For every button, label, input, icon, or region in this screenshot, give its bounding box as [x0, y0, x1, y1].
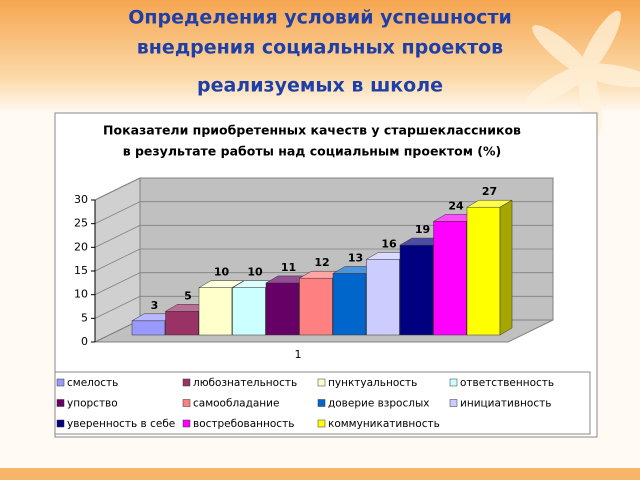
legend-swatch: [56, 399, 65, 407]
legend-swatch: [317, 399, 326, 407]
legend-swatch: [449, 399, 458, 407]
legend-label: самообладание: [193, 398, 279, 410]
legend-swatch: [56, 378, 65, 387]
legend-swatch: [317, 378, 326, 387]
chart-title: Показатели приобретенных качеств у старш…: [103, 123, 521, 159]
bar-front: [131, 320, 166, 336]
data-label: 19: [415, 223, 430, 236]
bar-front: [399, 244, 434, 336]
data-label: 11: [281, 261, 296, 274]
legend-swatch: [449, 378, 458, 387]
y-tick-label: 20: [74, 240, 88, 253]
legend-swatch: [56, 419, 65, 428]
chart-title-line: Показатели приобретенных качеств у старш…: [103, 123, 521, 138]
y-tick-label: 25: [74, 217, 88, 230]
legend-items: смелость любознательность пунктуальность от…: [56, 377, 554, 430]
data-label: 27: [482, 185, 497, 198]
bar-front: [366, 259, 400, 336]
slide-title: Определения условий успешности внедрения…: [128, 7, 512, 97]
legend-label: ответственность: [460, 377, 554, 389]
bars: [131, 199, 513, 336]
bar-side: [499, 199, 513, 336]
legend-swatch: [317, 419, 326, 428]
legend-swatch: [182, 419, 191, 428]
legend-label: коммуникативность: [328, 418, 440, 430]
legend-swatch: [182, 399, 191, 407]
legend-label: любознательность: [193, 377, 297, 389]
data-label: 16: [381, 237, 397, 250]
legend-swatch: [182, 378, 191, 387]
data-label: 5: [184, 289, 192, 302]
y-tick-label: 0: [81, 335, 88, 348]
data-label: 24: [448, 199, 464, 212]
legend-label: уверенность в себе: [67, 418, 175, 430]
slide-title-line: реализуемых в школе: [197, 75, 443, 97]
legend-label: востребованность: [193, 418, 294, 430]
y-tick-label: 30: [74, 193, 88, 206]
legend-label: смелость: [67, 377, 118, 389]
data-label: 10: [214, 266, 230, 279]
bar-front: [299, 277, 333, 336]
grid-line: [94, 201, 553, 225]
bar-front: [332, 273, 367, 336]
grid-line: [94, 177, 553, 201]
data-label: 10: [247, 266, 263, 279]
x-tick-label: 1: [295, 348, 302, 361]
data-label: 3: [151, 299, 159, 312]
grid-line: [94, 224, 553, 248]
data-label: 13: [348, 251, 363, 264]
legend-label: доверие взрослых: [328, 398, 429, 410]
data-label: 12: [314, 256, 329, 269]
footer-band: [0, 468, 640, 480]
bar: [466, 199, 513, 336]
bar-front: [232, 287, 266, 336]
y-tick-label: 5: [81, 311, 88, 324]
bar-front: [165, 311, 199, 336]
bar-front: [433, 221, 467, 336]
bar-front: [265, 282, 300, 336]
y-tick-label: 10: [74, 288, 88, 301]
legend-label: упорство: [67, 398, 118, 410]
legend-label: инициативность: [460, 398, 551, 410]
slide-title-line: внедрения социальных проектов: [137, 37, 503, 59]
chart-title-line: в результате работы над социальным проек…: [123, 144, 502, 159]
legend-label: пунктуальность: [328, 377, 417, 389]
bar-front: [466, 206, 501, 336]
slide-title-line: Определения условий успешности: [128, 7, 512, 29]
bar-front: [198, 287, 233, 336]
y-tick-label: 15: [74, 264, 88, 277]
